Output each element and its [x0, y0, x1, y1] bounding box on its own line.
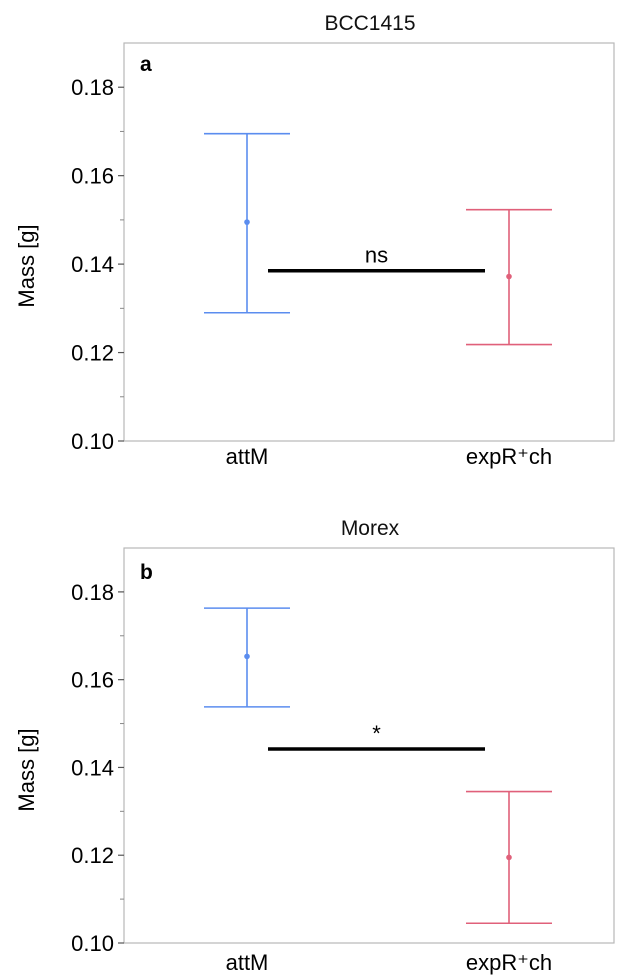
- panel-b-y-tick-label: 0.18: [71, 580, 114, 605]
- panel-a-y-tick-label: 0.12: [71, 341, 114, 366]
- panel-a-y-tick-label: 0.18: [71, 75, 114, 100]
- panel-a-expR-mean-point: [506, 273, 512, 280]
- panel-a-plot-frame: [123, 42, 615, 442]
- panel-a-data-marks: ns: [204, 132, 552, 346]
- panel-a-y-tick-label: 0.14: [71, 252, 114, 277]
- panel-b-letter: b: [140, 561, 153, 584]
- panel-a-y-axis-label: Mass [g]: [14, 224, 39, 307]
- panel-b-category-label-2: expR⁺ch: [466, 950, 552, 975]
- panel-a-y-ticks: 0.10 0.12 0.14 0.16 0.18: [71, 75, 124, 454]
- panel-b-y-tick-label: 0.16: [71, 668, 114, 693]
- panel-b-data-marks: *: [204, 607, 552, 925]
- panel-a-title: BCC1415: [324, 12, 415, 35]
- panel-a-letter: a: [140, 53, 152, 76]
- panel-b-title: Morex: [341, 517, 400, 540]
- panel-a-y-tick-label: 0.16: [71, 164, 114, 189]
- panel-b-y-tick-label: 0.14: [71, 755, 114, 780]
- panel-b-category-label-1: attM: [226, 950, 269, 975]
- panel-a-category-label-2: expR⁺ch: [466, 444, 552, 469]
- panel-a-y-tick-label: 0.10: [71, 429, 114, 454]
- panel-b-expR-mean-point: [506, 854, 512, 861]
- panel-b-plot-frame: [123, 547, 615, 944]
- panel-b-y-tick-label: 0.10: [71, 931, 114, 956]
- panel-b-attM-mean-point: [244, 653, 250, 660]
- panel-b-y-tick-label: 0.12: [71, 843, 114, 868]
- panel-b-y-axis-label: Mass [g]: [14, 728, 39, 811]
- panel-a-significance-label: ns: [365, 243, 388, 268]
- panel-b-significance-label: *: [372, 721, 381, 746]
- panel-a: BCC1415 a Mass [g] 0.100.120.140.160.18 …: [14, 12, 615, 469]
- panel-b-y-ticks: 0.10 0.12 0.14 0.16 0.18: [71, 580, 124, 956]
- panel-a-category-label-1: attM: [226, 444, 269, 469]
- panel-b: Morex b Mass [g] 0.100.120.140.160.18 * …: [14, 517, 615, 975]
- panel-a-attM-mean-point: [244, 219, 250, 225]
